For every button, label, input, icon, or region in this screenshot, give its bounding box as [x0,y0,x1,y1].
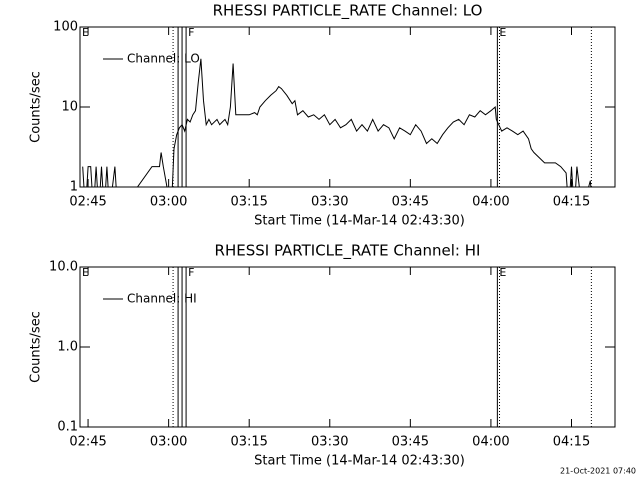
x-tick-label: 03:00 [150,195,187,210]
x-tick-label: 03:30 [311,435,348,450]
x-tick-label: 03:15 [230,195,267,210]
x-tick-label: 03:00 [150,435,187,450]
x-tick-label: 03:15 [230,435,267,450]
x-tick-label: 03:45 [392,435,429,450]
x-tick-label: 04:15 [553,195,590,210]
chart-title: RHESSI PARTICLE_RATE Channel: LO [213,2,483,21]
footer: 21-Oct-2021 07:40 [560,467,636,476]
chart-title: RHESSI PARTICLE_RATE Channel: HI [215,242,481,261]
y-axis-label: Counts/sec [29,71,44,143]
x-tick-label: 03:45 [392,195,429,210]
y-tick-label: 10 [61,100,78,115]
y-tick-label: 0.1 [57,420,78,435]
flag-label: F [188,26,194,39]
flag-label: E [82,266,89,279]
legend-label: Channel: LO [127,52,200,66]
y-tick-label: 1 [70,180,78,195]
data-line [82,58,592,187]
panel: RHESSI PARTICLE_RATE Channel: HI Start Ti… [29,242,616,469]
y-tick-label: 1.0 [57,340,78,355]
y-tick-label: 10.0 [49,260,78,275]
x-tick-label: 04:00 [472,195,509,210]
panel: RHESSI PARTICLE_RATE Channel: LO Start Ti… [29,2,616,229]
x-axis-label: Start Time (14-Mar-14 02:43:30) [254,454,465,469]
plot-frame [79,266,616,428]
x-tick-label: 04:00 [472,435,509,450]
y-axis-label: Counts/sec [29,311,44,383]
x-tick-label: 03:30 [311,195,348,210]
x-tick-label: 04:15 [553,435,590,450]
flag-label: E [499,266,506,279]
flag-label: E [499,26,506,39]
plot-frame [79,26,616,188]
flag-label: F [188,266,194,279]
legend-label: Channel: HI [127,292,197,306]
x-axis-label: Start Time (14-Mar-14 02:43:30) [254,214,465,229]
x-tick-label: 02:45 [69,195,106,210]
flag-label: E [82,26,89,39]
x-tick-label: 02:45 [69,435,106,450]
y-tick-label: 100 [53,20,78,35]
